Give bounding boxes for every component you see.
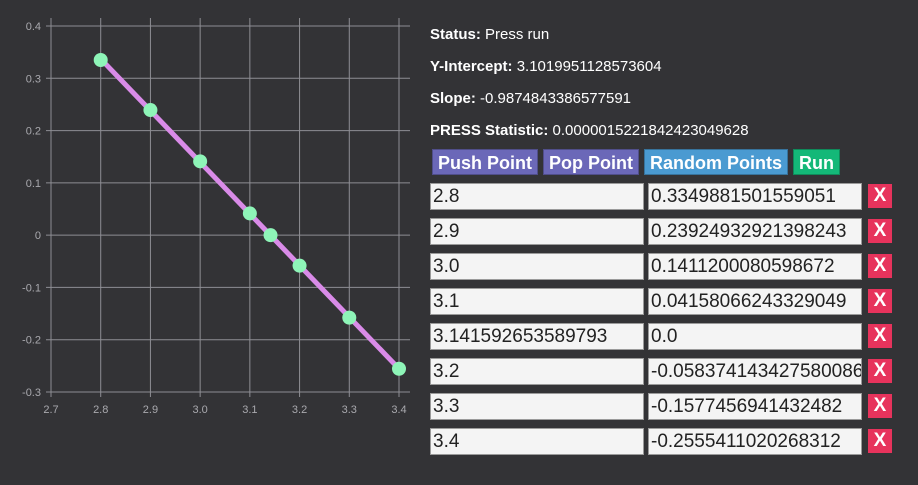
y-value-input[interactable]: -0.1577456941432482 <box>648 393 862 420</box>
push-point-button[interactable]: Push Point <box>432 149 538 175</box>
delete-point-button[interactable]: X <box>868 254 892 278</box>
y-tick-label: 0.3 <box>26 73 41 85</box>
x-tick-label: 2.9 <box>143 404 158 416</box>
x-value-input[interactable]: 3.4 <box>430 428 644 455</box>
chart-svg: 2.7 2.8 2.9 3.0 3.1 3.2 3.3 3.4 0.4 0.3 0.2 0.1 0 -0.… <box>22 18 410 416</box>
data-point <box>93 52 108 67</box>
slope-value: -0.9874843386577591 <box>480 90 631 107</box>
slope-line: Slope: -0.9874843386577591 <box>430 82 910 114</box>
x-tick-label: 3.2 <box>292 404 307 416</box>
x-value-input[interactable]: 3.0 <box>430 253 644 280</box>
intercept-label: Y-Intercept: <box>430 58 513 75</box>
data-point <box>342 310 357 325</box>
x-tick-label: 2.8 <box>93 404 108 416</box>
delete-point-button[interactable]: X <box>868 394 892 418</box>
run-button[interactable]: Run <box>793 149 841 175</box>
x-tick-label: 2.7 <box>43 404 58 416</box>
data-point <box>292 258 307 273</box>
intercept-value: 3.1019951128573604 <box>516 58 662 75</box>
point-row: 3.1 0.04158066243329049 X <box>430 288 910 323</box>
points-list: 2.8 0.3349881501559051 X 2.9 0.2392493292139… <box>430 183 910 463</box>
data-point <box>242 206 257 221</box>
y-tick-label: 0 <box>35 230 41 242</box>
delete-point-button[interactable]: X <box>868 289 892 313</box>
button-row: Push Point Pop Point Random Points Run <box>430 149 910 177</box>
slope-label: Slope: <box>430 90 476 107</box>
x-tick-label: 3.0 <box>192 404 207 416</box>
status-line: Status: Press run <box>430 18 910 50</box>
y-tick-label: 0.4 <box>26 21 41 33</box>
point-row: 2.8 0.3349881501559051 X <box>430 183 910 218</box>
y-value-input[interactable]: -0.2555411020268312 <box>648 428 862 455</box>
point-row: 2.9 0.23924932921398243 X <box>430 218 910 253</box>
y-value-input[interactable]: 0.04158066243329049 <box>648 288 862 315</box>
x-value-input[interactable]: 3.1 <box>430 288 644 315</box>
x-value-input[interactable]: 2.8 <box>430 183 644 210</box>
x-value-input[interactable]: 3.2 <box>430 358 644 385</box>
delete-point-button[interactable]: X <box>868 429 892 453</box>
data-point <box>143 103 158 118</box>
random-points-button[interactable]: Random Points <box>644 149 789 175</box>
point-row: 3.4 -0.2555411020268312 X <box>430 428 910 463</box>
x-value-input[interactable]: 3.3 <box>430 393 644 420</box>
status-value: Press run <box>485 26 550 43</box>
point-row: 3.141592653589793 0.0 X <box>430 323 910 358</box>
y-value-input[interactable]: 0.3349881501559051 <box>648 183 862 210</box>
regression-chart: 2.7 2.8 2.9 3.0 3.1 3.2 3.3 3.4 0.4 0.3 0.2 0.1 0 -0.… <box>0 0 420 485</box>
press-line: PRESS Statistic: 0.000001522184242304962… <box>430 114 910 146</box>
point-row: 3.3 -0.1577456941432482 X <box>430 393 910 428</box>
y-tick-label: -0.3 <box>22 387 41 399</box>
point-row: 3.0 0.1411200080598672 X <box>430 253 910 288</box>
y-tick-label: 0.2 <box>26 126 41 138</box>
delete-point-button[interactable]: X <box>868 359 892 383</box>
delete-point-button[interactable]: X <box>868 324 892 348</box>
delete-point-button[interactable]: X <box>868 184 892 208</box>
y-value-input[interactable]: -0.058374143427580086 <box>648 358 862 385</box>
press-label: PRESS Statistic: <box>430 122 549 139</box>
x-value-input[interactable]: 2.9 <box>430 218 644 245</box>
y-value-input[interactable]: 0.0 <box>648 323 862 350</box>
data-point <box>263 228 278 243</box>
y-tick-label: -0.1 <box>22 282 41 294</box>
y-value-input[interactable]: 0.23924932921398243 <box>648 218 862 245</box>
pop-point-button[interactable]: Pop Point <box>543 149 639 175</box>
data-point <box>392 361 406 376</box>
intercept-line: Y-Intercept: 3.1019951128573604 <box>430 50 910 82</box>
x-tick-label: 3.4 <box>391 404 406 416</box>
x-value-input[interactable]: 3.141592653589793 <box>430 323 644 350</box>
x-tick-label: 3.3 <box>342 404 357 416</box>
status-label: Status: <box>430 26 481 43</box>
control-panel: Status: Press run Y-Intercept: 3.1019951… <box>430 18 910 463</box>
press-value: 0.0000015221842423049628 <box>552 122 749 139</box>
data-point <box>193 154 208 169</box>
y-tick-label: -0.2 <box>22 335 41 347</box>
y-tick-label: 0.1 <box>26 178 41 190</box>
point-row: 3.2 -0.058374143427580086 X <box>430 358 910 393</box>
delete-point-button[interactable]: X <box>868 219 892 243</box>
y-value-input[interactable]: 0.1411200080598672 <box>648 253 862 280</box>
x-tick-label: 3.1 <box>242 404 257 416</box>
